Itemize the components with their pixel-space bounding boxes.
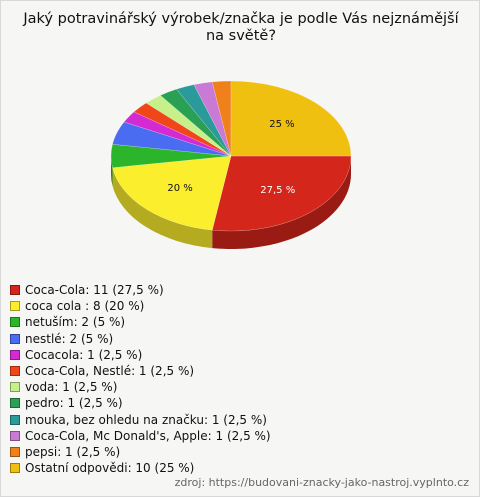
slice-side: [112, 167, 213, 249]
legend-swatch: [10, 349, 20, 360]
legend-swatch: [10, 382, 20, 393]
slice: [193, 81, 232, 157]
legend-swatch: [10, 317, 20, 328]
chart-title: Jaký potravinářský výrobek/značka je pod…: [23, 11, 459, 44]
legend-label: Coca-Cola: 11 (27,5 %): [25, 283, 164, 297]
slice: [112, 155, 232, 231]
legend-item: Cocacola: 1 (2,5 %): [10, 347, 271, 363]
slice-label: 20 %: [167, 183, 192, 194]
legend-item: pepsi: 1 (2,5 %): [10, 444, 271, 460]
legend-label: netuším: 2 (5 %): [25, 315, 126, 330]
legend-item: voda: 1 (2,5 %): [10, 379, 271, 395]
slice-label: 27,5 %: [260, 185, 295, 196]
legend-swatch: [10, 446, 20, 457]
legend-swatch: [10, 414, 20, 425]
legend-item: mouka, bez ohledu na značku: 1 (2,5 %): [10, 412, 271, 428]
legend-item: Coca-Cola: 11 (27,5 %): [10, 282, 271, 298]
slice-side: [111, 156, 113, 186]
legend-label: Coca-Cola, Nestlé: 1 (2,5 %): [25, 363, 195, 378]
legend-item: pedro: 1 (2,5 %): [10, 395, 271, 411]
slice-side: [212, 156, 351, 249]
slice: [176, 84, 232, 157]
legend-item: Coca-Cola, Mc Donald's, Apple: 1 (2,5 %): [10, 428, 271, 444]
pie: 27,5 % 20 % 25 %: [110, 80, 352, 249]
slice: [211, 80, 232, 157]
legend-item: nestlé: 2 (5 %): [10, 331, 271, 347]
legend-swatch: [10, 398, 20, 409]
legend-label: Coca-Cola, Mc Donald's, Apple: 1 (2,5 %): [25, 428, 271, 443]
legend: Coca-Cola: 11 (27,5 %) coca cola : 8 (20 …: [10, 282, 271, 476]
legend-label: voda: 1 (2,5 %): [25, 380, 118, 395]
legend-swatch: [10, 333, 20, 344]
legend-label: Cocacola: 1 (2,5 %): [25, 347, 143, 362]
legend-swatch: [10, 285, 20, 295]
legend-label: coca cola : 8 (20 %): [25, 299, 145, 314]
slice: [112, 121, 232, 157]
legend-swatch: [10, 365, 20, 376]
slice: [160, 88, 232, 157]
slice-label: 25 %: [269, 119, 294, 130]
legend-item: Ostatní odpovědi: 10 (25 %): [10, 460, 271, 476]
legend-item: Coca-Cola, Nestlé: 1 (2,5 %): [10, 363, 271, 379]
legend-swatch: [10, 463, 20, 474]
slice: [133, 102, 232, 157]
legend-label: nestlé: 2 (5 %): [25, 331, 114, 346]
legend-label: Ostatní odpovědi: 10 (25 %): [25, 461, 195, 476]
slice: [110, 143, 232, 169]
legend-swatch: [10, 301, 20, 312]
slice: [230, 80, 352, 157]
legend-label: pedro: 1 (2,5 %): [25, 396, 123, 411]
slice: [145, 95, 232, 157]
legend-label: pepsi: 1 (2,5 %): [25, 444, 121, 459]
slice: [211, 155, 352, 232]
legend-item: coca cola : 8 (20 %): [10, 298, 271, 314]
source: zdroj: https://budovani-znacky-jako-nast…: [174, 476, 469, 489]
slice: [123, 111, 232, 157]
legend-label: mouka, bez ohledu na značku: 1 (2,5 %): [25, 412, 267, 427]
legend-item: netuším: 2 (5 %): [10, 314, 271, 330]
legend-swatch: [10, 430, 20, 441]
